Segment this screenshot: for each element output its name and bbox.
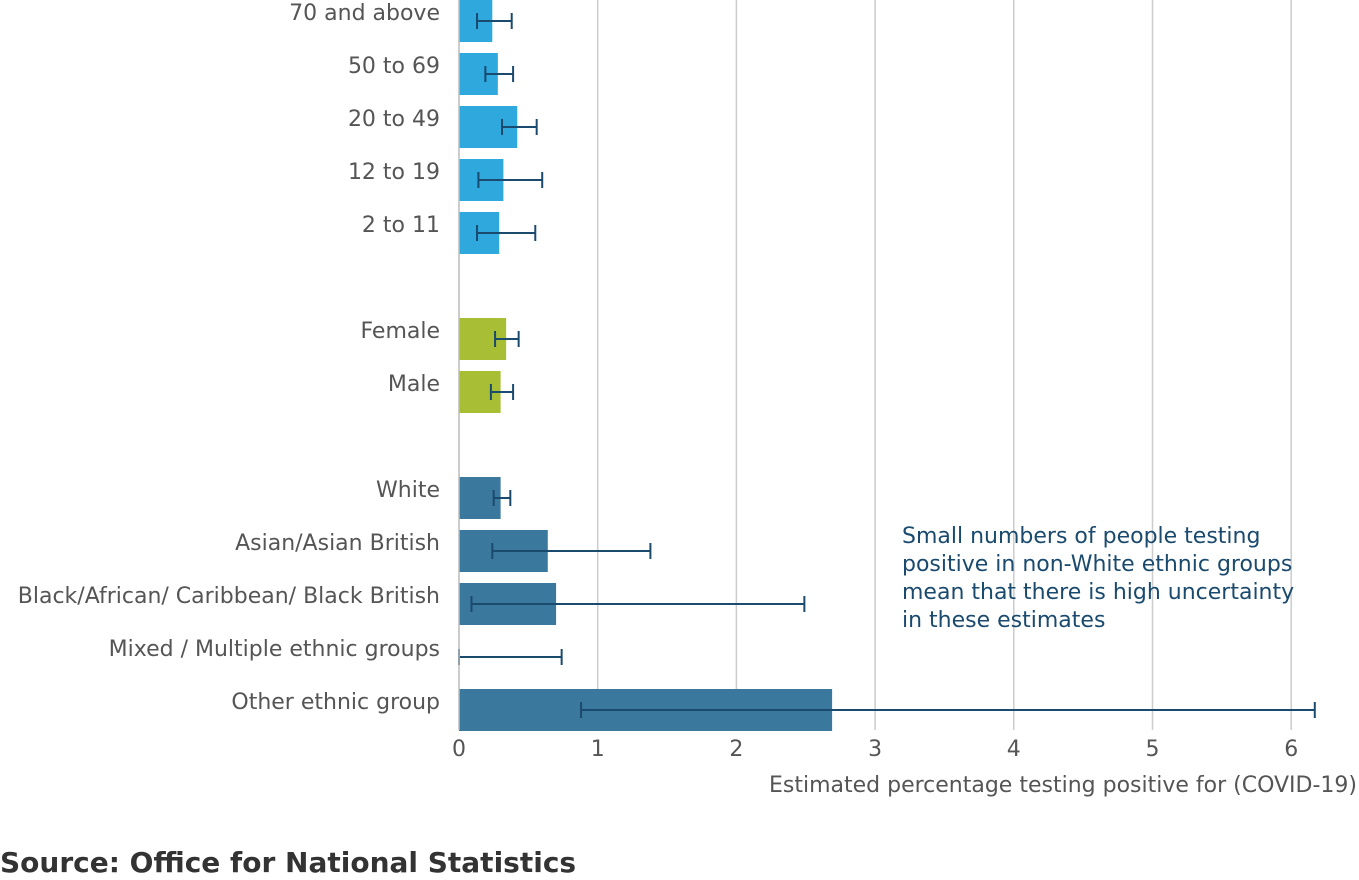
category-label: Mixed / Multiple ethnic groups	[109, 637, 440, 662]
x-tick-label: 0	[452, 737, 466, 762]
annotation-line: mean that there is high uncertainty	[902, 580, 1294, 605]
x-tick-label: 6	[1284, 737, 1298, 762]
category-label: Asian/Asian British	[235, 531, 440, 556]
source-note: Source: Office for National Statistics	[0, 846, 577, 879]
x-tick-label: 5	[1146, 737, 1160, 762]
category-label: Male	[388, 372, 440, 397]
category-label: 50 to 69	[348, 54, 440, 79]
annotation-line: Small numbers of people testing	[902, 524, 1260, 549]
category-label: Female	[360, 319, 440, 344]
x-tick-label: 1	[591, 737, 605, 762]
category-label: 12 to 19	[348, 160, 440, 185]
category-label: White	[376, 478, 440, 503]
category-label: Other ethnic group	[231, 690, 440, 715]
category-label: 2 to 11	[362, 213, 440, 238]
bar-chart: 70 and above 50 to 69 20 to 49 12 to 19 2 to…	[18, 0, 1357, 798]
category-label: Black/African/ Caribbean/ Black British	[18, 584, 440, 609]
x-tick-label: 2	[729, 737, 743, 762]
annotation-line: in these estimates	[902, 608, 1105, 633]
x-tick-label: 3	[868, 737, 882, 762]
category-label: 70 and above	[289, 1, 440, 26]
category-label: 20 to 49	[348, 107, 440, 132]
annotation-line: positive in non-White ethnic groups	[902, 552, 1292, 577]
x-axis-title: Estimated percentage testing positive fo…	[769, 773, 1357, 798]
x-tick-label: 4	[1007, 737, 1021, 762]
